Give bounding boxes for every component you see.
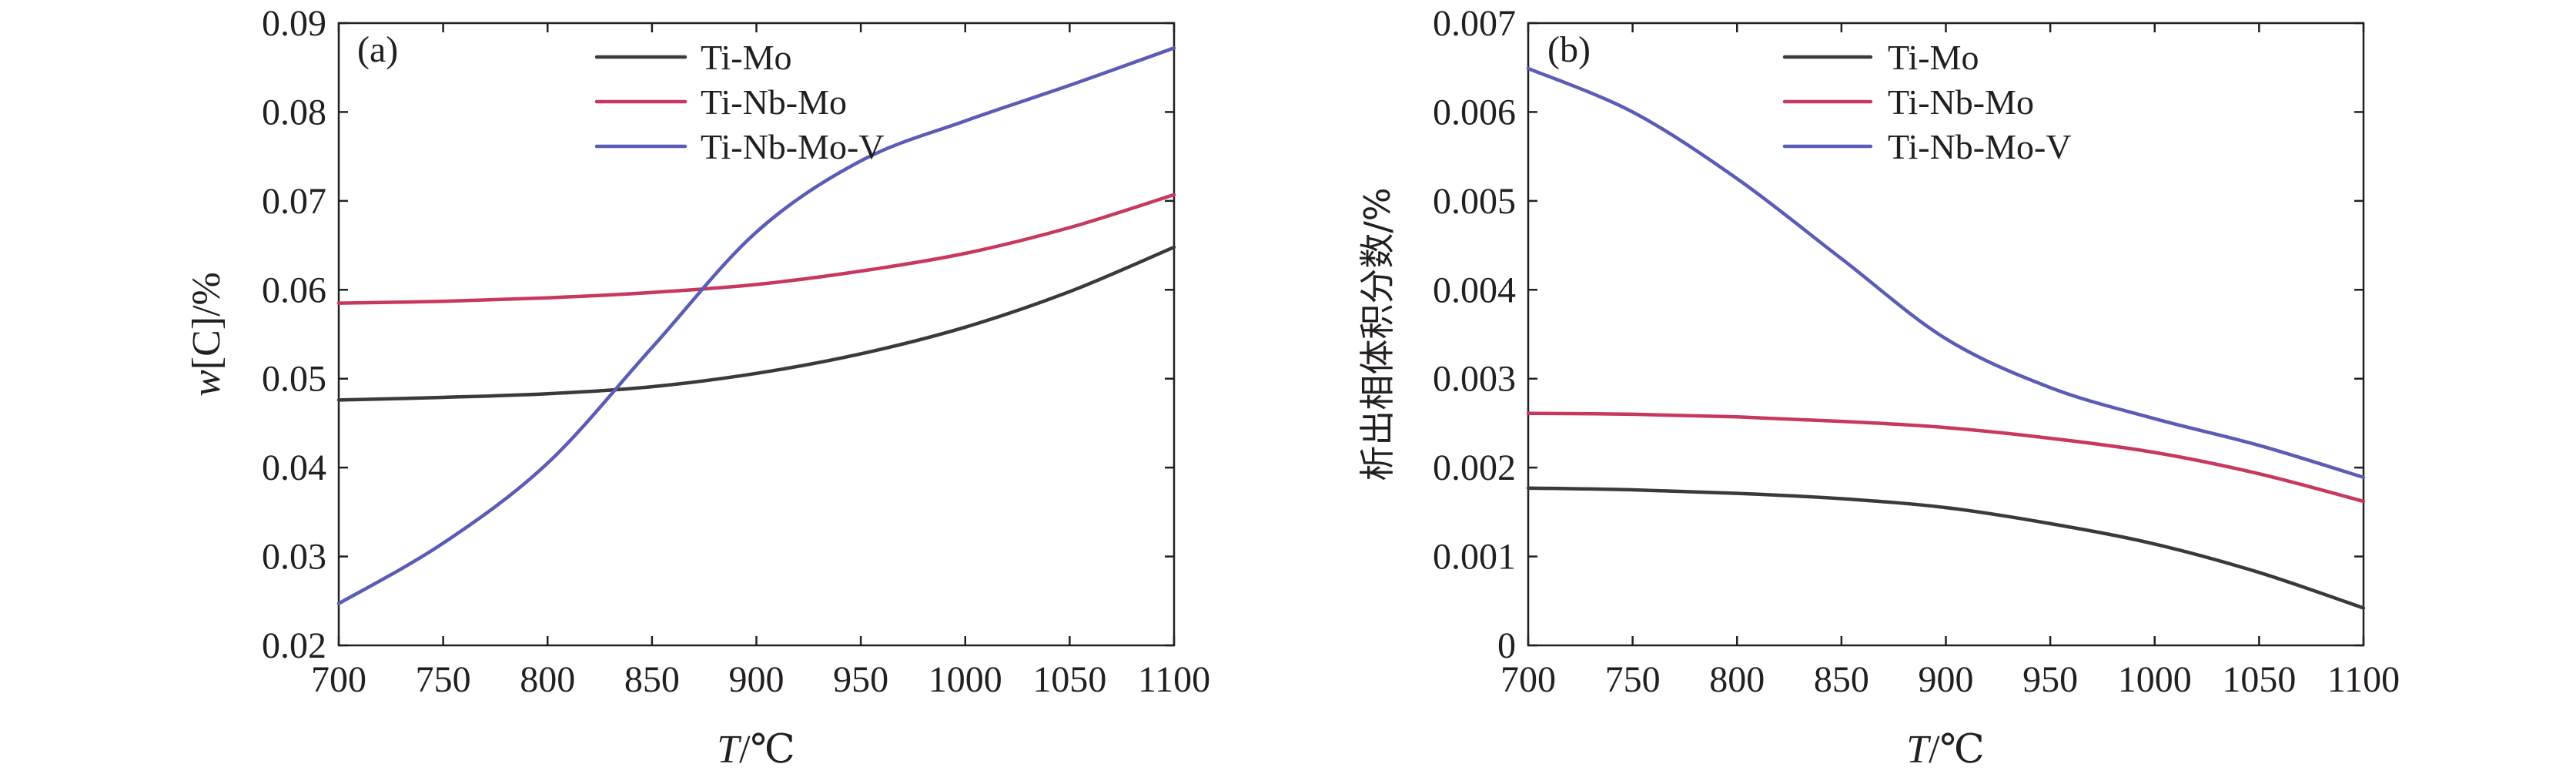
panel-a-x-tick-label: 800 bbox=[520, 659, 575, 700]
panel-b-legend: Ti-Mo Ti-Nb-Mo Ti-Nb-Mo-V bbox=[1782, 38, 2072, 166]
panel-b-y-ticks: 0 0.001 0.002 0.003 0.004 0.005 0.006 0.007 bbox=[1433, 3, 2364, 666]
panel-b-x-tick-label: 1000 bbox=[2118, 659, 2192, 700]
panel-b-x-tick-label: 800 bbox=[1709, 659, 1765, 700]
panel-b-x-tick-label: 1050 bbox=[2222, 659, 2296, 700]
panel-a-x-tick-label: 1050 bbox=[1032, 659, 1106, 700]
panel-b-x-axis-title: T/℃ bbox=[1906, 728, 1985, 772]
panel-a-y-axis-title: w[C]/% bbox=[185, 272, 229, 397]
panel-b-x-axis-unit: /℃ bbox=[1929, 728, 1985, 772]
panel-b-x-tick-label: 1100 bbox=[2327, 659, 2400, 700]
panel-b-series-ti-nb-mo-v bbox=[1526, 66, 2366, 480]
panel-b-y-tick-label: 0.005 bbox=[1433, 181, 1516, 222]
panel-a-x-axis-symbol: T bbox=[717, 728, 741, 772]
panel-a-y-ticks: 0.02 0.03 0.04 0.05 0.06 0.07 0.08 0.09 bbox=[262, 3, 1174, 666]
panel-a-series-ti-nb-mo bbox=[336, 193, 1176, 305]
panel-a-legend-label-ti-nb-mo-v: Ti-Nb-Mo-V bbox=[701, 127, 885, 166]
panel-b-y-tick-label: 0.007 bbox=[1433, 3, 1516, 44]
panel-a-y-tick-label: 0.08 bbox=[262, 92, 326, 132]
panel-b-series-group bbox=[1526, 66, 2366, 610]
panel-a-legend-label-ti-mo: Ti-Mo bbox=[701, 38, 791, 77]
panel-b-x-tick-label: 700 bbox=[1500, 659, 1556, 700]
panel-b-series-ti-mo bbox=[1526, 486, 2366, 610]
panel-a-y-axis-symbol: w bbox=[185, 370, 229, 397]
panel-b-x-tick-label: 850 bbox=[1814, 659, 1869, 700]
panel-a-series-ti-mo bbox=[336, 245, 1176, 402]
panel-a-y-tick-label: 0.04 bbox=[262, 447, 326, 488]
panel-b-chart: 0 0.001 0.002 0.003 0.004 0.005 0.006 0.007 700… bbox=[1357, 3, 2400, 772]
panel-b-y-tick-label: 0 bbox=[1497, 625, 1516, 666]
panel-a-y-axis-unit: [C]/% bbox=[185, 272, 229, 370]
panel-a-x-tick-label: 850 bbox=[624, 659, 680, 700]
panel-a-y-tick-label: 0.02 bbox=[262, 625, 326, 666]
panel-a-y-tick-label: 0.05 bbox=[262, 359, 326, 400]
panel-a-x-tick-label: 900 bbox=[729, 659, 785, 700]
panel-a-series-ti-nb-mo-v bbox=[336, 46, 1176, 605]
panel-a-x-tick-label: 750 bbox=[416, 659, 471, 700]
panel-a-x-axis-unit: /℃ bbox=[739, 728, 795, 772]
panel-a-tag: (a) bbox=[357, 29, 398, 70]
panel-b-x-tick-label: 950 bbox=[2022, 659, 2078, 700]
panel-b-y-tick-label: 0.006 bbox=[1433, 92, 1516, 132]
panel-b-y-tick-label: 0.002 bbox=[1433, 447, 1516, 488]
panel-b-y-axis-title: 析出相体积分数/% bbox=[1357, 187, 1398, 481]
panel-a-x-ticks: 700 750 800 850 900 950 1000 1050 1100 bbox=[311, 23, 1210, 700]
panel-b-legend-label-ti-nb-mo-v: Ti-Nb-Mo-V bbox=[1888, 127, 2072, 166]
panel-b-y-tick-label: 0.003 bbox=[1433, 359, 1516, 400]
panel-a-y-tick-label: 0.06 bbox=[262, 270, 326, 310]
panel-b-y-tick-label: 0.004 bbox=[1433, 270, 1516, 310]
panel-a-x-tick-label: 950 bbox=[833, 659, 888, 700]
panel-b-legend-label-ti-mo: Ti-Mo bbox=[1888, 38, 1979, 77]
panel-b-series-ti-nb-mo bbox=[1526, 411, 2366, 504]
panel-b-tag: (b) bbox=[1547, 29, 1591, 70]
panel-b-legend-label-ti-nb-mo: Ti-Nb-Mo bbox=[1888, 82, 2034, 122]
panel-b-x-ticks: 700 750 800 850 900 950 1000 1050 1100 bbox=[1500, 23, 2400, 700]
panel-a-y-tick-label: 0.03 bbox=[262, 537, 326, 578]
panel-a-series-group bbox=[336, 46, 1176, 605]
panel-b-y-tick-label: 0.001 bbox=[1433, 537, 1516, 578]
panel-b-x-tick-label: 900 bbox=[1919, 659, 1974, 700]
panel-a-x-tick-label: 1000 bbox=[928, 659, 1002, 700]
panel-a-y-tick-label: 0.09 bbox=[262, 3, 326, 44]
panel-b-x-axis-symbol: T bbox=[1906, 728, 1931, 772]
panel-a-x-tick-label: 700 bbox=[311, 659, 366, 700]
panel-a-y-tick-label: 0.07 bbox=[262, 181, 326, 222]
panel-a-x-tick-label: 1100 bbox=[1138, 659, 1210, 700]
panel-a-x-axis-title: T/℃ bbox=[717, 728, 795, 772]
panel-a-legend-label-ti-nb-mo: Ti-Nb-Mo bbox=[701, 82, 847, 122]
panel-b-x-tick-label: 750 bbox=[1605, 659, 1661, 700]
panel-a-chart: 0.02 0.03 0.04 0.05 0.06 0.07 0.08 0.09 700 750 8… bbox=[185, 3, 1210, 772]
panel-a-legend: Ti-Mo Ti-Nb-Mo Ti-Nb-Mo-V bbox=[594, 38, 885, 166]
